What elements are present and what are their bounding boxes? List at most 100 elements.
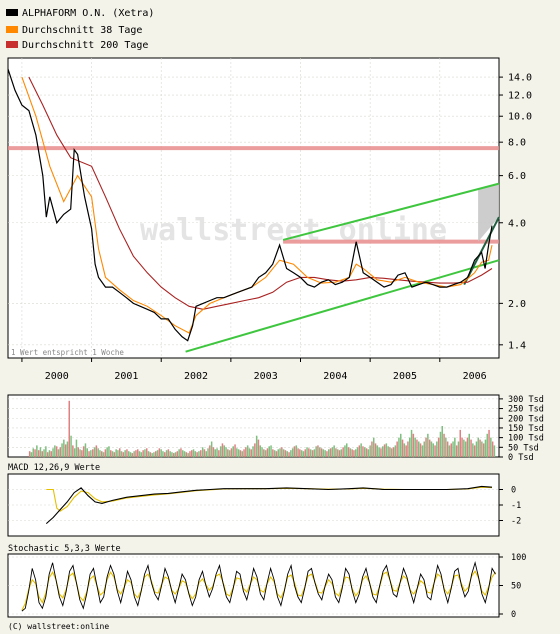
volume-bar [428, 439, 431, 457]
volume-bar [194, 451, 197, 457]
volume-bar [196, 452, 198, 457]
volume-bar [50, 451, 52, 457]
volume-bar [281, 447, 283, 457]
volume-bar [110, 450, 112, 457]
volume-bar [475, 441, 478, 457]
volume-bar [491, 441, 494, 457]
volume-y-tick-label: 250 Tsd [508, 405, 544, 415]
volume-bar [367, 449, 370, 458]
volume-bar [333, 445, 335, 457]
volume-bar [236, 448, 238, 457]
trend-line [282, 182, 500, 241]
volume-bar [484, 439, 487, 457]
x-tick-label: 2003 [254, 371, 278, 382]
volume-bar [185, 452, 188, 457]
volume-bar [201, 447, 204, 457]
volume-bar [84, 443, 87, 457]
stochastic-panel: Stochastic 5,3,3 Werte 0 50 100 [7, 544, 526, 620]
volume-bar [383, 444, 386, 457]
volume-bar [299, 449, 301, 458]
sampling-note: 1 Wert entspricht 1 Woche [11, 348, 124, 357]
volume-bar [486, 433, 488, 458]
volume-bar [291, 448, 294, 457]
volume-bar [227, 449, 229, 458]
volume-bar [439, 431, 442, 457]
volume-bar [129, 452, 132, 457]
volume-bar [446, 441, 449, 457]
volume-y-tick-label: 150 Tsd [508, 424, 544, 434]
legend-label-price: ALPHAFORM O.N. (Xetra) [22, 8, 154, 19]
volume-bar [443, 433, 445, 458]
copyright-footer: (C) wallstreet:online [8, 622, 109, 631]
volume-bar [203, 449, 206, 458]
volume-bar [300, 450, 303, 457]
volume-bar [434, 445, 436, 457]
volume-bar [155, 451, 157, 457]
volume-bar [382, 446, 384, 457]
volume-bar [192, 449, 195, 458]
volume-bar [248, 448, 251, 457]
stochastic-title: Stochastic 5,3,3 Werte [8, 544, 121, 554]
volume-bar [48, 450, 51, 457]
trend-line [463, 216, 500, 286]
volume-bar [68, 400, 70, 457]
volume-bar [156, 450, 159, 457]
volume-bar [317, 445, 319, 457]
volume-bar [427, 433, 429, 458]
volume-bar [288, 452, 290, 457]
volume-bar [311, 450, 314, 457]
volume-bar [360, 443, 362, 457]
volume-bar [279, 448, 281, 457]
stochastic-y-tick-label: 50 [511, 582, 521, 592]
volume-y-tick-label: 0 Tsd [508, 453, 534, 463]
volume-bar [111, 451, 114, 457]
volume-bar [216, 448, 218, 457]
volume-bar [210, 441, 213, 457]
volume-bar [198, 451, 200, 457]
volume-bar [448, 445, 451, 457]
volume-bar [452, 441, 454, 457]
volume-bar [104, 449, 107, 458]
volume-bar [241, 451, 243, 457]
volume-bar [324, 450, 326, 457]
legend: ALPHAFORM O.N. (Xetra) Durchschnitt 38 T… [6, 8, 154, 51]
volume-bar [353, 450, 355, 457]
volume-bar [259, 445, 261, 457]
volume-bar [77, 447, 79, 457]
volume-bar [88, 451, 90, 457]
volume-bar [86, 448, 88, 457]
volume-bar [128, 451, 130, 457]
volume-y-tick-label: 300 Tsd [508, 395, 544, 405]
volume-bar [409, 437, 411, 457]
volume-bar [392, 447, 395, 457]
volume-bar [371, 441, 373, 457]
volume-bar [160, 449, 162, 458]
volume-bar [173, 453, 175, 457]
volume-bar [119, 448, 121, 457]
volume-bar [410, 429, 413, 457]
volume-bar [270, 445, 272, 457]
volume-bar [490, 437, 492, 457]
volume-bar [455, 445, 458, 457]
volume-bar [137, 449, 139, 458]
volume-bar [34, 449, 36, 458]
legend-swatch-price [6, 9, 18, 16]
macd-y-tick-label: -1 [511, 501, 521, 511]
volume-bar [200, 450, 202, 457]
volume-bar [46, 452, 49, 457]
volume-bar [171, 452, 173, 457]
volume-bar [93, 447, 96, 457]
volume-bar [158, 448, 161, 457]
volume-bar [72, 445, 74, 457]
macd-y-tick-label: 0 [511, 486, 516, 496]
volume-bar [463, 439, 465, 457]
volume-bar [187, 453, 189, 457]
volume-bar [149, 452, 152, 457]
volume-bar [63, 439, 65, 457]
volume-bar [102, 452, 105, 457]
volume-bar [374, 443, 377, 457]
volume-bar [167, 449, 170, 458]
price-y-tick-label: 12.0 [508, 91, 532, 102]
volume-bar [445, 437, 447, 457]
